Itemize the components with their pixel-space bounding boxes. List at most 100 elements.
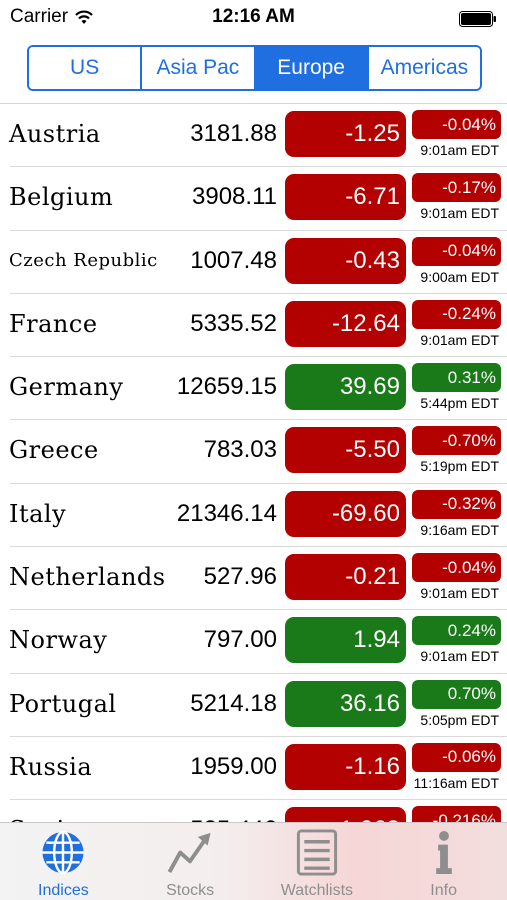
wifi-icon <box>75 10 93 24</box>
index-value: 527.96 <box>203 563 277 591</box>
country-name: Austria <box>9 120 101 148</box>
battery-icon <box>459 11 496 27</box>
change-button[interactable]: 1.94 <box>285 617 406 664</box>
index-row[interactable]: Germany 12659.15 39.69 0.31% 5:44pm EDT <box>0 357 507 421</box>
globe-icon <box>42 830 84 875</box>
percent-change-badge: -0.24% <box>412 299 501 329</box>
row-divider <box>10 735 507 737</box>
row-divider <box>10 482 507 484</box>
percent-change-badge: -0.04% <box>412 553 501 583</box>
change-button[interactable]: -12.64 <box>285 300 406 347</box>
index-row[interactable]: Austria 3181.88 -1.25 -0.04% 9:01am EDT <box>0 104 507 168</box>
row-divider <box>10 419 507 421</box>
tab-info[interactable]: Info <box>380 823 507 900</box>
index-value: 3181.88 <box>190 120 277 147</box>
tab-bar: Indices Stocks Watchlists Info <box>0 822 507 900</box>
index-row[interactable]: Netherlands 527.96 -0.21 -0.04% 9:01am EDT <box>0 547 507 611</box>
index-row[interactable]: Spain 525.446 -1.063 -0.216% <box>0 800 507 822</box>
tab-label: Indices <box>38 882 89 899</box>
tab-watchlists[interactable]: Watchlists <box>254 823 381 900</box>
index-row[interactable]: Czech Republic 1007.48 -0.43 -0.04% 9:00am E… <box>0 231 507 294</box>
row-divider <box>10 166 507 168</box>
update-time: 9:01am EDT <box>420 648 499 665</box>
index-row[interactable]: Greece 783.03 -5.50 -0.70% 5:19pm EDT <box>0 420 507 484</box>
change-button[interactable]: 36.16 <box>285 680 406 727</box>
update-time: 9:01am EDT <box>420 331 499 348</box>
percent-change-badge: -0.32% <box>412 489 501 519</box>
index-value: 1959.00 <box>190 752 277 780</box>
index-row[interactable]: Norway 797.00 1.94 0.24% 9:01am EDT <box>0 610 507 674</box>
row-divider <box>10 229 507 231</box>
percent-change-badge: -0.04% <box>412 110 501 139</box>
index-row[interactable]: Russia 1959.00 -1.16 -0.06% 11:16am EDT <box>0 737 507 801</box>
row-divider <box>10 609 507 611</box>
percent-change-badge: -0.70% <box>412 426 501 456</box>
change-button[interactable]: -1.063 <box>285 807 406 822</box>
index-row[interactable]: Belgium 3908.11 -6.71 -0.17% 9:01am EDT <box>0 167 507 231</box>
chart-trend-icon <box>167 832 211 874</box>
indices-list[interactable]: Austria 3181.88 -1.25 -0.04% 9:01am EDT Belgi… <box>0 104 507 822</box>
update-time: 9:16am EDT <box>420 521 499 538</box>
update-time: 9:00am EDT <box>420 268 499 285</box>
index-value: 3908.11 <box>192 183 277 211</box>
change-button[interactable]: -1.25 <box>285 111 406 157</box>
index-value: 12659.15 <box>176 373 277 401</box>
list-icon <box>296 829 337 876</box>
percent-change-badge: 0.70% <box>412 679 501 709</box>
country-name: Greece <box>9 436 99 465</box>
status-time: 12:16 AM <box>212 6 295 27</box>
percent-change-badge: -0.216% <box>412 806 501 822</box>
tab-stocks[interactable]: Stocks <box>127 823 254 900</box>
status-bar: Carrier 12:16 AM <box>0 0 507 36</box>
country-name: Spain <box>9 800 81 822</box>
index-value: 783.03 <box>203 436 277 464</box>
country-name: Czech Republic <box>9 250 158 272</box>
info-icon <box>435 830 452 875</box>
list-divider <box>0 103 507 104</box>
change-button[interactable]: -0.21 <box>285 554 406 601</box>
index-value: 525.446 <box>190 800 277 822</box>
percent-change-badge: 0.31% <box>412 363 501 393</box>
index-value: 797.00 <box>203 626 277 654</box>
row-divider <box>10 292 507 294</box>
country-name: Belgium <box>9 183 114 212</box>
index-value: 21346.14 <box>176 499 277 527</box>
segment-europe[interactable]: Europe <box>255 47 369 89</box>
index-row[interactable]: Italy 21346.14 -69.60 -0.32% 9:16am EDT <box>0 484 507 548</box>
row-divider <box>10 356 507 358</box>
update-time: 9:01am EDT <box>420 142 499 158</box>
country-name: Norway <box>9 626 108 655</box>
carrier-indicator: Carrier <box>10 6 94 28</box>
carrier-label: Carrier <box>10 6 69 27</box>
row-divider <box>10 799 507 801</box>
country-name: Netherlands <box>9 563 166 592</box>
update-time: 9:01am EDT <box>420 205 499 222</box>
segment-asia-pac[interactable]: Asia Pac <box>142 47 256 89</box>
update-time: 5:19pm EDT <box>420 458 499 475</box>
change-button[interactable]: 39.69 <box>285 364 406 411</box>
change-button[interactable]: -69.60 <box>285 490 406 537</box>
change-button[interactable]: -1.16 <box>285 743 406 790</box>
change-button[interactable]: -5.50 <box>285 427 406 474</box>
percent-change-badge: -0.17% <box>412 173 501 203</box>
row-divider <box>10 546 507 548</box>
percent-change-badge: -0.04% <box>412 236 501 266</box>
percent-change-badge: -0.06% <box>412 742 501 772</box>
update-time: 5:44pm EDT <box>420 395 499 412</box>
country-name: Portugal <box>9 689 117 718</box>
update-time: 5:05pm EDT <box>420 711 499 728</box>
index-row[interactable]: France 5335.52 -12.64 -0.24% 9:01am EDT <box>0 294 507 358</box>
index-value: 5214.18 <box>190 689 277 717</box>
change-button[interactable]: -6.71 <box>285 174 406 221</box>
tab-label: Watchlists <box>280 882 354 899</box>
index-row[interactable]: Portugal 5214.18 36.16 0.70% 5:05pm EDT <box>0 674 507 737</box>
segment-americas[interactable]: Americas <box>368 47 480 89</box>
update-time: 11:16am EDT <box>413 774 499 791</box>
country-name: Russia <box>9 752 93 781</box>
percent-change-badge: 0.24% <box>412 616 501 646</box>
tab-indices[interactable]: Indices <box>0 823 127 900</box>
tab-label: Stocks <box>166 882 215 899</box>
country-name: France <box>9 309 98 338</box>
change-button[interactable]: -0.43 <box>285 237 406 284</box>
segment-us[interactable]: US <box>29 47 143 89</box>
